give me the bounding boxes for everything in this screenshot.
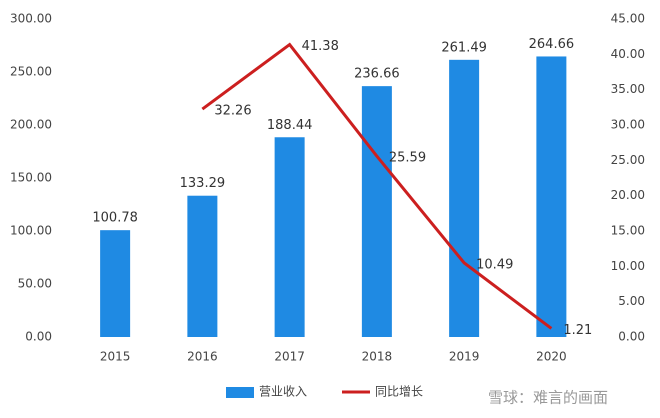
y-tick-label: 100.00 bbox=[10, 224, 52, 238]
x-tick-label: 2016 bbox=[187, 350, 218, 364]
y-tick-label: 200.00 bbox=[10, 118, 52, 132]
y2-tick-label: 30.00 bbox=[611, 118, 645, 132]
legend-label: 营业收入 bbox=[259, 385, 307, 399]
y2-tick-label: 40.00 bbox=[611, 47, 645, 61]
legend-label: 同比增长 bbox=[375, 385, 423, 399]
legend-swatch bbox=[226, 387, 254, 398]
y-tick-label: 0.00 bbox=[25, 330, 52, 344]
x-tick-label: 2019 bbox=[449, 350, 480, 364]
x-tick-label: 2015 bbox=[100, 350, 131, 364]
value-label: 1.21 bbox=[563, 323, 592, 338]
y-tick-label: 250.00 bbox=[10, 65, 52, 79]
y2-tick-label: 15.00 bbox=[611, 224, 645, 238]
value-label: 133.29 bbox=[180, 176, 226, 191]
y2-tick-label: 20.00 bbox=[611, 188, 645, 202]
y-tick-label: 50.00 bbox=[18, 277, 52, 291]
y2-tick-label: 0.00 bbox=[618, 330, 645, 344]
bar bbox=[361, 86, 392, 337]
value-label: 236.66 bbox=[354, 67, 400, 82]
y2-tick-label: 25.00 bbox=[611, 153, 645, 167]
value-label: 264.66 bbox=[529, 37, 575, 52]
line bbox=[201, 42, 553, 330]
value-label: 32.26 bbox=[214, 104, 251, 119]
x-tick-label: 2020 bbox=[536, 350, 567, 364]
y-tick-label: 150.00 bbox=[10, 171, 52, 185]
bar bbox=[100, 230, 131, 337]
y2-tick-label: 5.00 bbox=[618, 294, 645, 308]
value-label: 41.38 bbox=[302, 39, 339, 54]
bar bbox=[536, 56, 567, 338]
watermark: 雪球：难言的画面 bbox=[488, 389, 608, 407]
value-label: 100.78 bbox=[92, 211, 138, 226]
x-tick-label: 2018 bbox=[362, 350, 393, 364]
x-tick-label: 2017 bbox=[274, 350, 305, 364]
value-label: 25.59 bbox=[389, 151, 426, 166]
y-tick-label: 300.00 bbox=[10, 12, 52, 26]
value-label: 188.44 bbox=[267, 118, 313, 133]
value-label: 10.49 bbox=[476, 257, 513, 272]
bar bbox=[449, 59, 480, 338]
y2-tick-label: 35.00 bbox=[611, 82, 645, 96]
bar bbox=[187, 195, 218, 337]
bar bbox=[274, 137, 305, 337]
y2-tick-label: 10.00 bbox=[611, 259, 645, 273]
value-label: 261.49 bbox=[441, 40, 487, 55]
y2-tick-label: 45.00 bbox=[611, 12, 645, 26]
